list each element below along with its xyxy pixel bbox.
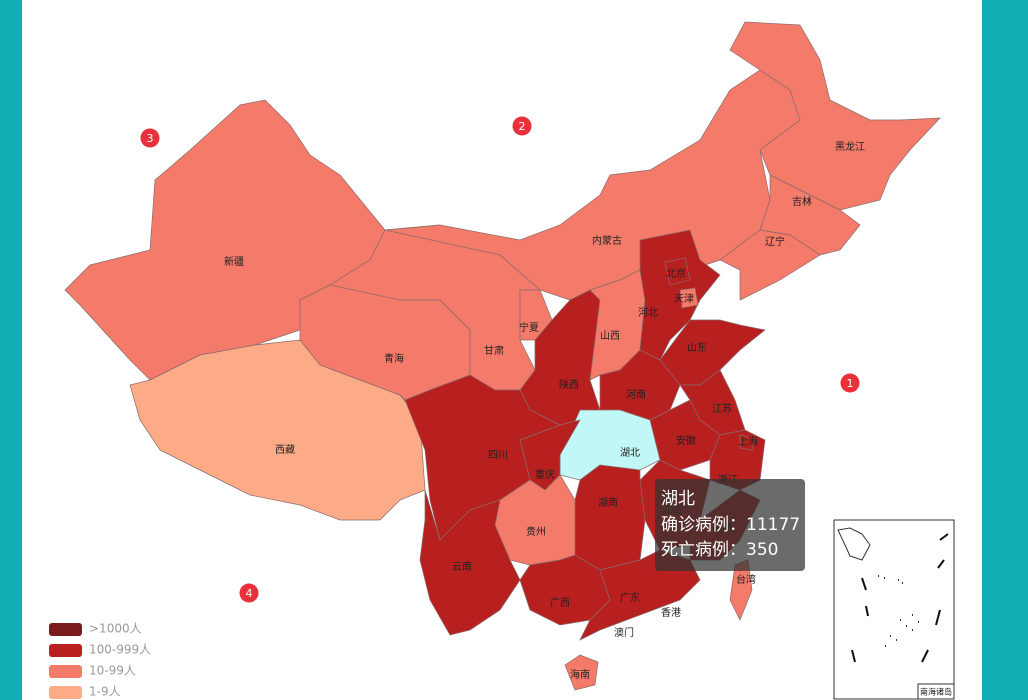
region[interactable]: [739, 434, 756, 451]
region-label: 辽宁: [765, 235, 785, 248]
region[interactable]: [569, 464, 646, 571]
south-sea-inset: 南海诸岛: [833, 519, 955, 700]
inset-frame: [833, 519, 955, 700]
region-label: 云南: [452, 560, 472, 573]
region[interactable]: [564, 654, 599, 691]
region-label: 澳门: [614, 626, 634, 639]
region-label: 天津: [674, 293, 694, 305]
region-label: 山东: [687, 341, 707, 354]
region-label: 山西: [600, 330, 620, 342]
marker-label: 1: [847, 377, 854, 390]
region-label: 河南: [626, 388, 646, 401]
region-label: 重庆: [535, 468, 555, 481]
region-label: 西藏: [275, 444, 295, 456]
inset-coast: [837, 527, 871, 561]
legend-label: >1000人: [89, 622, 142, 636]
region-label: 河北: [638, 307, 658, 319]
region-label: 香港: [661, 607, 681, 619]
tooltip-row-label: 确诊病例：: [661, 515, 746, 535]
region-label: 吉林: [792, 195, 812, 208]
legend-label: 1-9人: [89, 685, 121, 699]
legend-swatch: [49, 686, 82, 699]
region-label: 海南: [570, 668, 590, 681]
region[interactable]: [664, 257, 691, 286]
tooltip-row-value: 350: [746, 540, 778, 560]
region-label: 黑龙江: [835, 140, 865, 153]
inset-label-box: [917, 683, 955, 700]
legend-label: 100-999人: [89, 643, 151, 657]
region-label: 广西: [550, 597, 570, 609]
marker: [840, 373, 860, 393]
region-label: 四川: [488, 450, 508, 461]
marker-label: 3: [147, 132, 154, 145]
region[interactable]: [559, 409, 661, 481]
region[interactable]: [729, 21, 941, 211]
region[interactable]: [404, 374, 561, 541]
region-label: 新疆: [224, 255, 244, 268]
regions: [64, 21, 941, 691]
region-label: 湖北: [620, 447, 640, 459]
region-label: 上海: [738, 435, 758, 448]
legend-swatch: [49, 644, 82, 657]
legend-label: 10-99人: [89, 664, 136, 678]
region-label: 台湾: [736, 573, 756, 586]
region-label: 江苏: [712, 402, 732, 415]
marker: [512, 116, 532, 136]
legend-swatch: [49, 665, 82, 678]
legend-swatch: [49, 623, 82, 636]
region-label: 内蒙古: [592, 234, 622, 247]
tooltip-row-value: 11177: [746, 515, 800, 535]
marker-label: 2: [519, 120, 526, 133]
region-label: 湖南: [598, 496, 618, 509]
inset-dashes: [851, 533, 949, 663]
region[interactable]: [759, 174, 861, 256]
inset-label: 南海诸岛: [920, 687, 952, 697]
region-label: 陕西: [559, 378, 579, 391]
region[interactable]: [719, 229, 821, 301]
region[interactable]: [419, 489, 521, 636]
region[interactable]: [679, 287, 699, 309]
region-label: 宁夏: [519, 321, 539, 334]
region-label: 青海: [384, 352, 404, 365]
region-label: 甘肃: [484, 344, 504, 357]
region-label: 贵州: [526, 525, 546, 538]
region[interactable]: [639, 229, 721, 361]
tooltip-row: 确诊病例：11177: [661, 515, 800, 535]
tooltip-row-label: 死亡病例：: [661, 540, 746, 560]
region-label: 广东: [620, 591, 640, 604]
region-label: 安徽: [676, 434, 696, 447]
marker-label: 4: [246, 587, 253, 600]
tooltip-title: 湖北: [661, 489, 695, 509]
marker: [140, 128, 160, 148]
tooltip-box: [655, 479, 805, 571]
marker: [239, 583, 259, 603]
inset-islands: [878, 575, 919, 647]
region-label: 北京: [666, 267, 686, 280]
tooltip-row: 死亡病例：350: [661, 540, 778, 560]
